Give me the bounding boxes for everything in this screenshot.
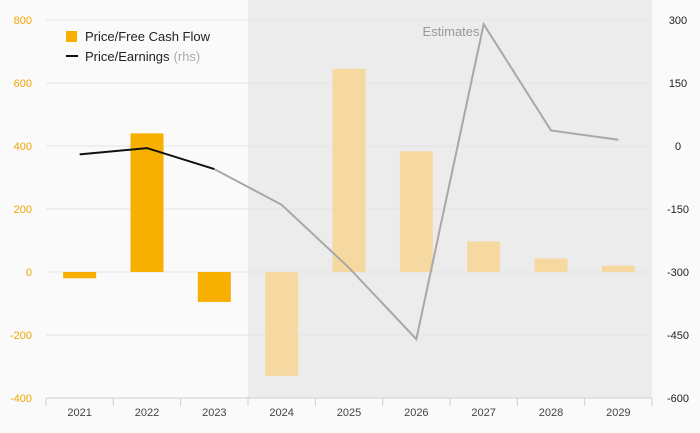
legend-item-pfcf: Price/Free Cash Flow — [66, 26, 210, 46]
x-tick-label: 2026 — [404, 407, 428, 419]
left-tick-label: 600 — [14, 78, 32, 90]
bar-pfcf-2028 — [534, 258, 568, 272]
right-tick-label: -300 — [667, 267, 689, 279]
x-tick-label: 2022 — [135, 407, 159, 419]
legend: Price/Free Cash Flow Price/Earnings (rhs… — [66, 26, 210, 66]
left-tick-label: 400 — [14, 141, 32, 153]
line-pe-estimate — [213, 21, 619, 342]
left-tick-label: 0 — [26, 267, 32, 279]
bar-pfcf-2022 — [130, 133, 164, 272]
legend-label-pe: Price/Earnings — [85, 48, 170, 64]
right-tick-label: 150 — [669, 78, 687, 90]
legend-label-rhs: (rhs) — [173, 48, 201, 64]
bar-pfcf-2027 — [467, 241, 501, 272]
left-tick-label: 800 — [14, 15, 32, 27]
right-tick-label: -600 — [667, 393, 689, 405]
bar-pfcf-2024 — [265, 272, 299, 376]
bar-pfcf-2025 — [332, 68, 366, 272]
bar-pfcf-2026 — [399, 151, 433, 272]
x-tick-label: 2025 — [337, 407, 361, 419]
x-tick-label: 2029 — [606, 407, 630, 419]
x-tick-label: 2023 — [202, 407, 226, 419]
legend-swatch-line — [66, 55, 78, 57]
bar-pfcf-2023 — [197, 272, 231, 302]
legend-swatch-bar — [66, 30, 77, 42]
legend-label-pfcf: Price/Free Cash Flow — [85, 28, 210, 44]
estimates-region — [248, 0, 652, 398]
x-tick-label: 2028 — [539, 407, 563, 419]
bar-pfcf-2021 — [63, 272, 97, 279]
right-tick-label: 300 — [669, 15, 687, 27]
x-tick-label: 2024 — [269, 407, 293, 419]
right-tick-label: -450 — [667, 330, 689, 342]
line-pe-actual — [79, 147, 215, 171]
x-tick-label: 2027 — [471, 407, 495, 419]
left-tick-label: -200 — [10, 330, 32, 342]
left-tick-label: -400 — [10, 393, 32, 405]
legend-item-pe: Price/Earnings (rhs) — [66, 46, 210, 66]
estimates-annotation: Estimates — [422, 24, 480, 39]
bar-pfcf-2029 — [601, 265, 635, 272]
x-tick-label: 2021 — [67, 407, 91, 419]
right-tick-label: 0 — [675, 141, 681, 153]
right-tick-label: -150 — [667, 204, 689, 216]
left-tick-label: 200 — [14, 204, 32, 216]
